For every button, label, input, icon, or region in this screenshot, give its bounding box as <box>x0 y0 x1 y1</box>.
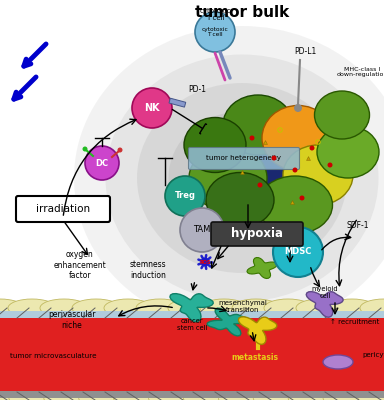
Ellipse shape <box>323 388 375 400</box>
Text: hypoxia: hypoxia <box>231 228 283 240</box>
Text: SDF-1: SDF-1 <box>347 220 369 230</box>
Circle shape <box>83 146 88 152</box>
Text: ↑ recruitment: ↑ recruitment <box>330 319 380 325</box>
Ellipse shape <box>9 388 61 400</box>
Circle shape <box>294 104 302 112</box>
Ellipse shape <box>223 95 293 155</box>
Text: NK: NK <box>144 103 160 113</box>
Ellipse shape <box>358 388 384 400</box>
Circle shape <box>293 168 298 172</box>
Ellipse shape <box>258 176 333 234</box>
Ellipse shape <box>264 299 312 317</box>
Text: PD-1: PD-1 <box>188 86 206 94</box>
Ellipse shape <box>323 355 353 369</box>
Ellipse shape <box>253 388 305 400</box>
Ellipse shape <box>0 388 26 400</box>
Ellipse shape <box>0 299 24 317</box>
Circle shape <box>132 88 172 128</box>
Circle shape <box>200 258 210 266</box>
Ellipse shape <box>40 299 88 317</box>
Ellipse shape <box>136 299 184 317</box>
Circle shape <box>310 146 314 150</box>
Ellipse shape <box>74 26 384 330</box>
Text: irradiation: irradiation <box>36 204 90 214</box>
Bar <box>0 391 384 398</box>
Bar <box>0 318 384 391</box>
Ellipse shape <box>200 299 248 317</box>
Ellipse shape <box>8 299 56 317</box>
Text: perivascular
niche: perivascular niche <box>48 310 96 330</box>
Ellipse shape <box>104 299 152 317</box>
Ellipse shape <box>296 299 344 317</box>
Ellipse shape <box>317 126 379 178</box>
Circle shape <box>118 148 122 152</box>
Ellipse shape <box>206 172 274 228</box>
Text: metastasis: metastasis <box>232 354 278 362</box>
Text: cancer
stem cell: cancer stem cell <box>177 318 207 331</box>
Ellipse shape <box>189 146 267 210</box>
Bar <box>0 311 384 318</box>
Polygon shape <box>247 258 277 278</box>
Ellipse shape <box>79 388 131 400</box>
Ellipse shape <box>262 106 334 170</box>
Ellipse shape <box>168 299 216 317</box>
Circle shape <box>180 208 224 252</box>
Circle shape <box>195 12 235 52</box>
Text: oxygen
enhancement
factor: oxygen enhancement factor <box>54 250 106 280</box>
Ellipse shape <box>314 91 369 139</box>
Bar <box>0 384 384 391</box>
Text: mesenchymal
transition: mesenchymal transition <box>218 300 267 314</box>
Text: TAM: TAM <box>193 226 211 234</box>
FancyBboxPatch shape <box>189 148 300 170</box>
Polygon shape <box>170 294 213 322</box>
Circle shape <box>271 156 276 160</box>
Text: stemness
induction: stemness induction <box>130 260 166 280</box>
Text: cytotoxic
T cell: cytotoxic T cell <box>199 8 231 21</box>
Circle shape <box>250 136 255 140</box>
Text: tumor heterogeneity: tumor heterogeneity <box>207 155 281 161</box>
Ellipse shape <box>114 388 166 400</box>
FancyBboxPatch shape <box>16 196 110 222</box>
Text: tumor bulk: tumor bulk <box>195 5 289 20</box>
Ellipse shape <box>169 112 316 244</box>
Ellipse shape <box>328 299 376 317</box>
Text: PD-L1: PD-L1 <box>294 48 316 56</box>
Ellipse shape <box>232 299 280 317</box>
Ellipse shape <box>106 54 379 302</box>
Polygon shape <box>207 308 249 336</box>
Ellipse shape <box>283 145 353 205</box>
Text: tumor microvasculature: tumor microvasculature <box>10 353 97 359</box>
Circle shape <box>258 182 263 188</box>
Ellipse shape <box>184 118 246 172</box>
Ellipse shape <box>72 299 120 317</box>
Circle shape <box>273 227 323 277</box>
Text: ROS: ROS <box>199 260 211 264</box>
Circle shape <box>328 162 333 168</box>
Ellipse shape <box>184 388 235 400</box>
Text: pericyte: pericyte <box>362 352 384 358</box>
Ellipse shape <box>288 388 340 400</box>
Text: myeloid
cell: myeloid cell <box>312 286 338 298</box>
Polygon shape <box>238 317 277 344</box>
Bar <box>0 318 384 325</box>
Bar <box>169 98 186 107</box>
Ellipse shape <box>360 299 384 317</box>
Text: MDSC: MDSC <box>284 248 312 256</box>
Circle shape <box>85 146 119 180</box>
Text: cytotoxic
T cell: cytotoxic T cell <box>202 26 228 37</box>
Text: MHC-class I
down-regulation: MHC-class I down-regulation <box>336 67 384 77</box>
Circle shape <box>300 196 305 200</box>
Ellipse shape <box>218 388 270 400</box>
FancyBboxPatch shape <box>211 222 303 246</box>
Polygon shape <box>306 292 343 317</box>
Text: Treg: Treg <box>174 192 195 200</box>
Ellipse shape <box>204 119 292 201</box>
Ellipse shape <box>149 388 200 400</box>
Circle shape <box>165 176 205 216</box>
Ellipse shape <box>44 388 96 400</box>
Ellipse shape <box>137 83 347 273</box>
Text: DC: DC <box>96 158 109 168</box>
